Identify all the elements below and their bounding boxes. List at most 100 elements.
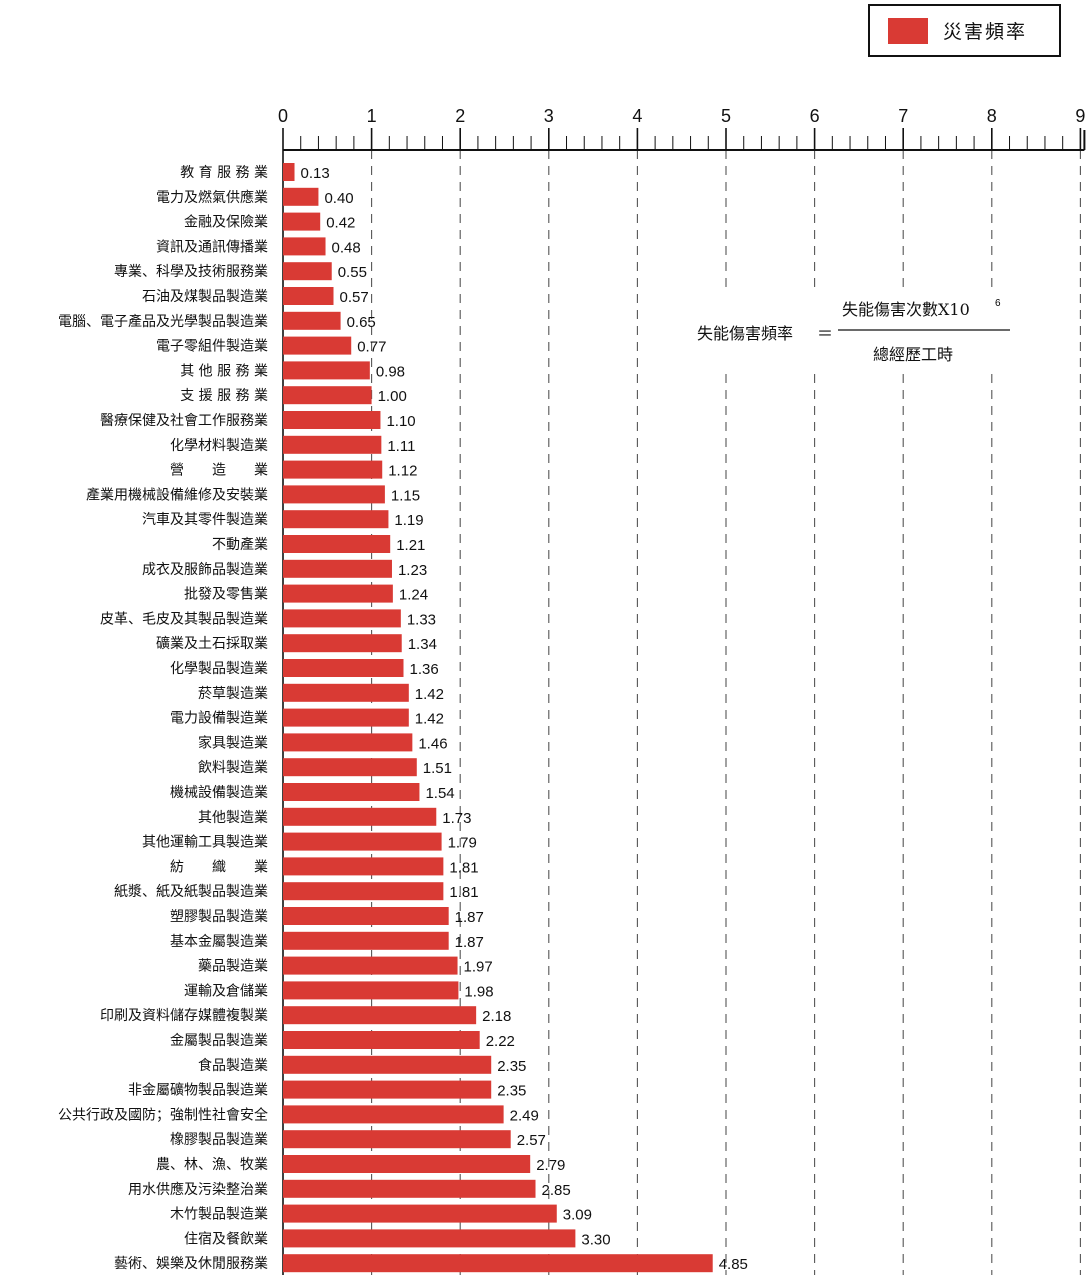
bar <box>283 659 404 677</box>
category-label: 基本金屬製造業 <box>170 933 268 950</box>
formula: 失能傷害頻率 ＝ 失能傷害次數X10 6 總經歷工時 <box>694 293 1019 368</box>
tick-label: 5 <box>721 106 731 126</box>
value-label: 1.97 <box>464 959 493 976</box>
value-labels: 0.13 0.40 0.42 0.48 0.55 0.57 0.65 0.77 0.98 1.00… <box>301 165 748 1273</box>
bar <box>283 907 449 925</box>
bar <box>283 435 382 454</box>
category-label: 非金屬礦物製品製造業 <box>128 1082 268 1099</box>
category-label: 金融及保險業 <box>184 215 268 231</box>
value-label: 1.54 <box>425 785 454 802</box>
value-label: 2.85 <box>542 1182 571 1199</box>
value-label: 1.23 <box>398 562 427 579</box>
value-label: 0.98 <box>376 363 405 380</box>
category-label: 石油及煤製品製造業 <box>142 289 268 305</box>
bar <box>283 981 459 1000</box>
category-label: 住宿及餐飲業 <box>184 1230 268 1247</box>
x-axis: 0 1 2 3 4 5 6 7 8 9 <box>278 106 1085 151</box>
value-label: 1.21 <box>396 537 425 554</box>
formula-numerator: 失能傷害次數X10 <box>842 300 970 319</box>
tick-label: 1 <box>367 106 377 126</box>
bar <box>283 758 417 777</box>
bar <box>283 1006 477 1025</box>
category-label: 教 育 服 務 業 <box>180 165 268 181</box>
value-label: 1.36 <box>409 661 438 678</box>
tick-label: 6 <box>810 106 820 126</box>
bar <box>283 262 332 281</box>
value-label: 1.10 <box>386 413 415 430</box>
category-labels: 教 育 服 務 業電力及燃氣供應業金融及保險業資訊及通訊傳播業專業、科學及技術服… <box>58 165 268 1272</box>
category-label: 支 援 服 務 業 <box>180 388 268 404</box>
bar <box>283 510 389 529</box>
bar <box>283 336 352 355</box>
tick-label: 4 <box>632 106 642 126</box>
value-label: 2.22 <box>486 1033 515 1050</box>
category-label: 食品製造業 <box>198 1057 268 1074</box>
category-label: 用水供應及污染整治業 <box>128 1181 268 1198</box>
category-label: 機械設備製造業 <box>170 785 268 801</box>
category-label: 農、林、漁、牧業 <box>156 1157 268 1173</box>
category-label: 電子零組件製造業 <box>156 339 268 355</box>
bar <box>283 485 385 504</box>
value-label: 1.19 <box>394 512 423 529</box>
bar <box>283 1204 557 1223</box>
category-label: 藝術、娛樂及休閒服務業 <box>114 1255 268 1272</box>
value-label: 1.98 <box>464 983 493 1000</box>
value-label: 1.73 <box>442 810 471 827</box>
bar <box>283 882 444 901</box>
bar <box>283 1179 536 1198</box>
tick-label: 0 <box>278 106 288 126</box>
bar <box>283 287 334 305</box>
bar <box>283 683 409 702</box>
category-label: 其他製造業 <box>198 810 268 826</box>
category-label: 塑膠製品製造業 <box>170 909 268 925</box>
bar <box>283 411 381 429</box>
value-label: 1.42 <box>415 711 444 728</box>
bar <box>283 634 402 653</box>
tick-label: 9 <box>1075 106 1085 126</box>
bar <box>283 361 370 380</box>
bar <box>283 386 372 405</box>
category-label: 不動產業 <box>212 536 268 553</box>
category-label: 化學製品製造業 <box>170 661 268 677</box>
value-label: 0.57 <box>340 289 369 306</box>
category-label: 皮革、毛皮及其製品製造業 <box>100 611 268 627</box>
category-label: 化學材料製造業 <box>170 438 268 454</box>
category-label: 金屬製品製造業 <box>170 1033 268 1049</box>
category-label: 電力設備製造業 <box>170 711 268 727</box>
category-label: 電腦、電子產品及光學製品製造業 <box>58 313 268 330</box>
bar <box>283 1031 480 1049</box>
bar <box>283 609 401 628</box>
value-label: 3.30 <box>581 1231 610 1248</box>
value-label: 1.51 <box>423 760 452 777</box>
category-label: 藥品製造業 <box>198 959 268 975</box>
value-label: 1.81 <box>449 884 478 901</box>
category-label: 運輸及倉儲業 <box>184 983 268 999</box>
bar <box>283 956 458 975</box>
value-label: 4.85 <box>719 1256 748 1273</box>
legend-label: 災害頻率 <box>943 21 1027 43</box>
formula-denominator: 總經歷工時 <box>873 345 953 364</box>
category-label: 醫療保健及社會工作服務業 <box>100 412 268 429</box>
bar <box>283 1130 511 1149</box>
value-label: 3.09 <box>563 1207 592 1224</box>
value-label: 2.35 <box>497 1058 526 1075</box>
category-label: 菸草製造業 <box>198 686 268 702</box>
value-label: 2.57 <box>517 1132 546 1149</box>
category-label: 紡 織 業 <box>170 859 268 875</box>
bar <box>283 1254 713 1273</box>
value-label: 2.79 <box>536 1157 565 1174</box>
value-label: 0.77 <box>357 339 386 356</box>
value-label: 1.15 <box>391 487 420 504</box>
value-label: 1.87 <box>455 909 484 926</box>
formula-exponent: 6 <box>995 298 1001 309</box>
bar <box>283 931 449 950</box>
formula-equals: ＝ <box>817 324 833 343</box>
value-label: 1.87 <box>455 934 484 951</box>
value-label: 1.24 <box>399 587 428 604</box>
value-label: 1.79 <box>448 835 477 852</box>
category-label: 木竹製品製造業 <box>170 1207 268 1223</box>
value-label: 1.81 <box>449 859 478 876</box>
tick-label: 8 <box>987 106 997 126</box>
bar <box>283 535 391 553</box>
category-label: 礦業及土石採取業 <box>156 635 268 652</box>
